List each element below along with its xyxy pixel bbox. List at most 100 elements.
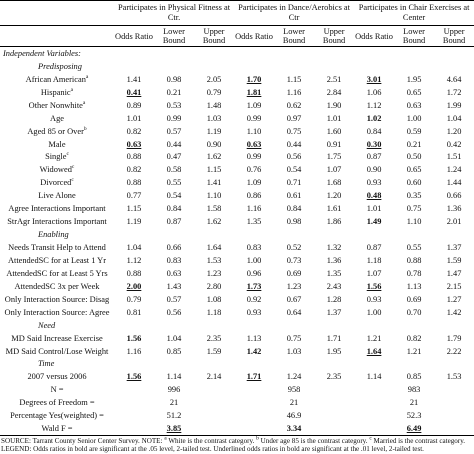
- value: 1.16: [126, 346, 142, 356]
- value-cell: 0.87: [154, 215, 194, 228]
- value: 1.20: [446, 126, 462, 136]
- value-cell: 1.59: [194, 345, 234, 358]
- value-cell: 1.07: [314, 163, 354, 176]
- value: 0.50: [406, 152, 422, 162]
- empty-cell: [434, 409, 474, 422]
- value-cell: 0.91: [314, 138, 354, 151]
- value-cell: 1.15: [274, 73, 314, 86]
- value: 0.86: [246, 191, 262, 201]
- empty-cell: [194, 383, 234, 396]
- table-row: N = 996 958 983: [0, 383, 474, 396]
- value-cell: 1.13: [234, 332, 274, 345]
- value: 0.85: [406, 372, 422, 382]
- value-cell: 1.14: [154, 370, 194, 383]
- value: 1.04: [166, 333, 182, 343]
- value-cell: 1.21: [354, 332, 394, 345]
- value-cell: 0.48: [354, 189, 394, 202]
- value-cell: 1.72: [434, 86, 474, 99]
- row-label: African Americana: [0, 73, 114, 86]
- value: 1.21: [406, 346, 422, 356]
- value: 1.09: [246, 178, 262, 188]
- value: 0.81: [126, 307, 142, 317]
- row-label-text: Widowed: [39, 165, 72, 175]
- value: 0.61: [286, 191, 302, 201]
- value: 0.69: [286, 268, 302, 278]
- row-label: Only Interaction Source: Agree: [0, 306, 114, 319]
- group-header-row: Participates in Physical Fitness at Ctr.…: [0, 0, 474, 26]
- group-header: Participates in Chair Exercises at Cente…: [354, 0, 474, 26]
- value: 0.59: [406, 126, 422, 136]
- value: 0.77: [126, 191, 142, 201]
- value: 6.49: [406, 424, 422, 434]
- value-cell: 1.06: [354, 86, 394, 99]
- value-cell: 1.44: [434, 176, 474, 189]
- value: 1.71: [326, 333, 342, 343]
- value-cell: 0.35: [394, 189, 434, 202]
- value: 0.93: [246, 307, 262, 317]
- row-label-text: Degrees of Freedom =: [19, 398, 95, 408]
- value: 0.87: [166, 217, 182, 227]
- value-cell: 0.65: [394, 163, 434, 176]
- value: 1.62: [206, 152, 222, 162]
- value: 1.12: [366, 100, 382, 110]
- value: 0.99: [246, 152, 262, 162]
- value-cell: 0.71: [274, 176, 314, 189]
- value: 1.14: [166, 372, 182, 382]
- value-cell: 2.43: [314, 280, 354, 293]
- value: 0.83: [246, 243, 262, 253]
- value: 0.53: [166, 100, 182, 110]
- value: 2.84: [326, 87, 342, 97]
- value-cell: 0.56: [154, 306, 194, 319]
- value-cell: 0.70: [394, 306, 434, 319]
- group-header: Participates in Physical Fitness at Ctr.: [114, 0, 235, 26]
- value: 3.01: [366, 74, 382, 84]
- value-cell: 0.44: [274, 138, 314, 151]
- value: 0.44: [166, 139, 182, 149]
- value: 0.44: [286, 139, 302, 149]
- value-cell: 1.16: [234, 202, 274, 215]
- value: 1.01: [366, 204, 382, 214]
- value-cell: 0.57: [154, 125, 194, 138]
- value: 1.18: [366, 255, 382, 265]
- value: 0.48: [366, 191, 382, 201]
- value-cell: 0.85: [394, 370, 434, 383]
- footnote-text: Under age 85 is the contrast category.: [258, 437, 370, 446]
- value-cell: 2.15: [434, 280, 474, 293]
- value-cell: 0.44: [154, 138, 194, 151]
- value-cell: 46.9: [274, 409, 314, 422]
- value-cell: 1.23: [274, 280, 314, 293]
- table-row: Singlec 0.88 0.47 1.62 0.99 0.56 1.75 0.87 0.50 1…: [0, 151, 474, 164]
- value: 1.37: [326, 307, 342, 317]
- value-cell: 1.62: [194, 215, 234, 228]
- value: 0.70: [406, 307, 422, 317]
- value-cell: 1.18: [354, 254, 394, 267]
- value: 1.71: [246, 372, 262, 382]
- value-cell: 0.87: [354, 151, 394, 164]
- value: 1.95: [406, 74, 422, 84]
- value: 1.09: [246, 100, 262, 110]
- value: 0.57: [166, 294, 182, 304]
- value-cell: 0.63: [394, 99, 434, 112]
- row-label-text: African American: [25, 74, 86, 84]
- value: 1.16: [286, 87, 302, 97]
- value-cell: 0.93: [354, 293, 394, 306]
- empty-cell: [434, 396, 474, 409]
- value-cell: 1.70: [234, 73, 274, 86]
- value-cell: 0.66: [154, 241, 194, 254]
- table-row: Only Interaction Source: Disag 0.79 0.57 1.…: [0, 293, 474, 306]
- value: 1.56: [126, 372, 142, 382]
- value: 0.88: [406, 255, 422, 265]
- value-cell: 1.10: [194, 189, 234, 202]
- value: 0.90: [366, 165, 382, 175]
- value: 1.53: [206, 255, 222, 265]
- table-row: AttendedSC for at Least 5 Yrs 0.88 0.63 1.2…: [0, 267, 474, 280]
- value-cell: 1.58: [194, 202, 234, 215]
- value: 2.14: [206, 372, 222, 382]
- value: 1.24: [286, 372, 302, 382]
- row-label: Male: [0, 138, 114, 151]
- value-cell: 1.53: [194, 254, 234, 267]
- table-row: Male 0.63 0.44 0.90 0.63 0.44 0.91 0.30 0.21 0.42: [0, 138, 474, 151]
- value: 0.91: [326, 139, 342, 149]
- value: 1.12: [126, 255, 142, 265]
- row-label: Degrees of Freedom =: [0, 396, 114, 409]
